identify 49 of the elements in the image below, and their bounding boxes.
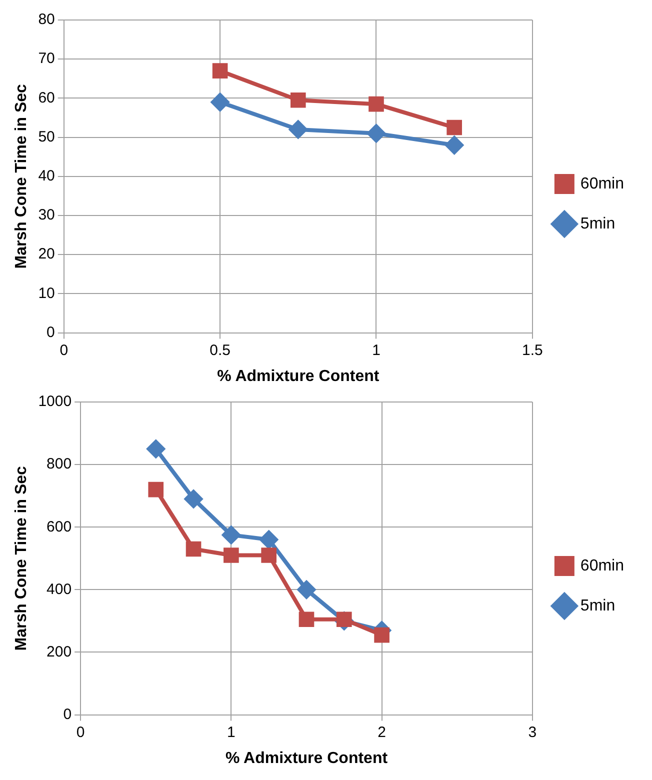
x-tick-label: 0.5 — [210, 342, 230, 359]
x-tick-label: 1 — [227, 724, 236, 741]
y-tick-label: 80 — [38, 11, 55, 28]
x-tick-label: 1 — [372, 342, 380, 359]
y-tick-label: 400 — [46, 580, 72, 598]
point — [368, 96, 384, 112]
point — [290, 92, 306, 108]
y-axis-title: Marsh Cone Time in Sec — [13, 84, 30, 269]
point — [224, 548, 239, 563]
y-axis-title: Marsh Cone Time in Sec — [13, 466, 30, 651]
legend-label: 5min — [580, 597, 616, 614]
y-tick-label: 0 — [46, 324, 55, 341]
point — [222, 526, 240, 544]
point — [186, 541, 202, 557]
y-tick-label: 200 — [46, 643, 72, 660]
y-tick-label: 40 — [38, 168, 55, 185]
x-axis-title: % Admixture Content — [225, 750, 388, 767]
point — [211, 93, 230, 112]
point — [297, 580, 316, 599]
point — [148, 482, 164, 498]
y-tick-label: 600 — [46, 518, 72, 536]
point — [184, 490, 203, 508]
point — [289, 120, 308, 138]
x-tick-label: 2 — [378, 724, 386, 741]
point — [446, 120, 462, 136]
x-tick-label: 0 — [76, 724, 85, 741]
point — [298, 612, 314, 628]
y-tick-label: 10 — [38, 284, 55, 302]
point — [445, 136, 464, 154]
x-axis-title: % Admixture Content — [217, 368, 380, 385]
y-tick-label: 60 — [38, 89, 55, 106]
y-tick-label: 800 — [46, 456, 72, 473]
x-tick-label: 3 — [528, 724, 537, 741]
point — [261, 548, 276, 563]
y-tick-label: 30 — [38, 206, 55, 224]
point — [374, 627, 390, 643]
point — [260, 530, 278, 549]
point — [146, 440, 165, 458]
legend-label: 60min — [580, 557, 624, 574]
y-tick-label: 0 — [63, 706, 72, 723]
x-tick-label: 1.5 — [522, 342, 543, 359]
y-tick-label: 20 — [38, 246, 55, 263]
legend-label: 5min — [580, 215, 616, 232]
point — [212, 63, 228, 78]
y-tick-label: 50 — [38, 128, 55, 146]
y-tick-label: 1000 — [38, 393, 72, 410]
legend-label: 60min — [580, 175, 624, 192]
y-tick-label: 70 — [38, 50, 55, 68]
point — [367, 124, 386, 142]
